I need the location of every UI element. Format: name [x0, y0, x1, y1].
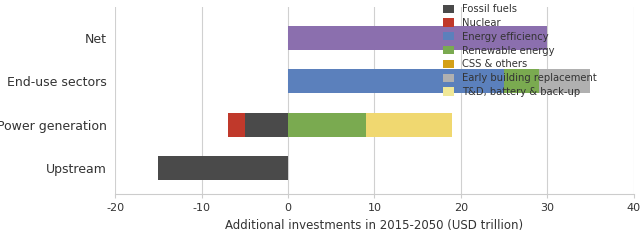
- Bar: [366, 113, 452, 137]
- Bar: [245, 113, 288, 137]
- Bar: [228, 113, 244, 137]
- Bar: [288, 113, 366, 137]
- X-axis label: Additional investments in 2015-2050 (USD trillion): Additional investments in 2015-2050 (USD…: [225, 219, 524, 232]
- Bar: [288, 69, 504, 93]
- Legend: Fossil fuels, Nuclear, Energy efficiency, Renewable energy, CSS & others, Early : Fossil fuels, Nuclear, Energy efficiency…: [442, 3, 597, 98]
- Bar: [538, 69, 590, 93]
- Bar: [504, 69, 538, 93]
- Bar: [158, 156, 288, 180]
- Bar: [288, 26, 547, 50]
